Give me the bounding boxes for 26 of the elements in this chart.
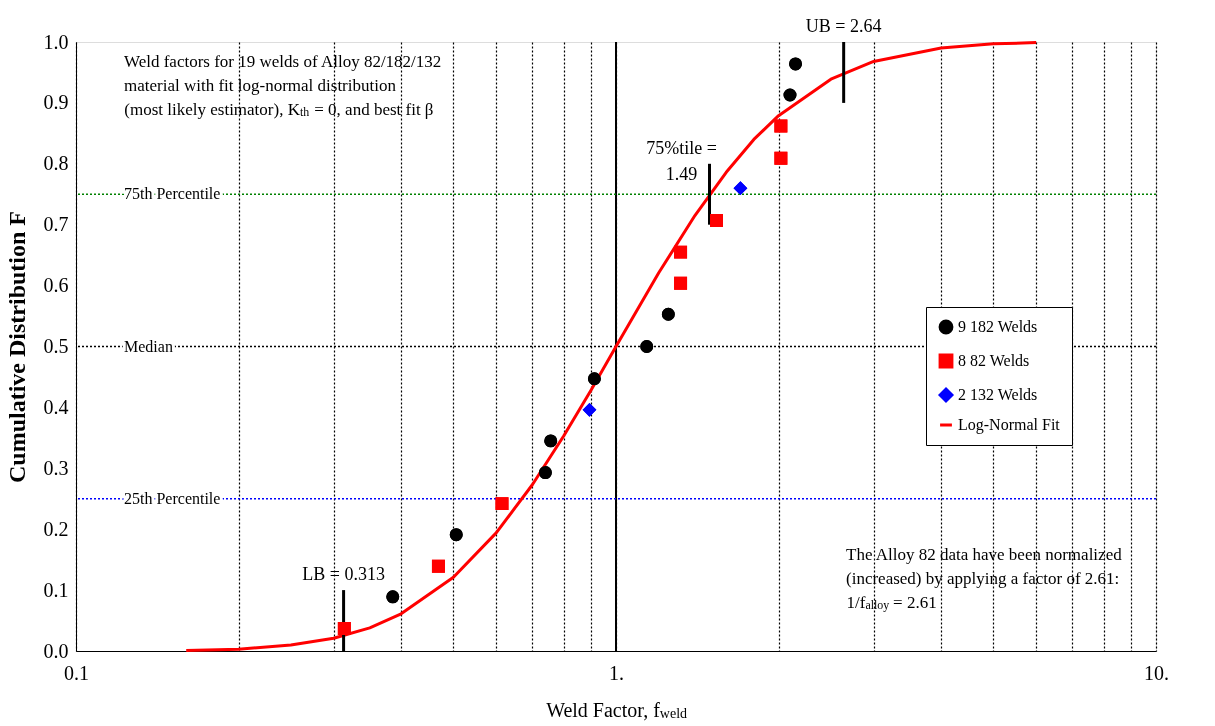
x-axis-title: Weld Factor, fweld: [546, 699, 688, 722]
y-tick-label: 0.8: [43, 152, 69, 175]
x-tick-label: 10.: [1144, 661, 1169, 684]
legend-label: Log-Normal Fit: [958, 416, 1061, 434]
y-tick-label: 0.0: [43, 639, 69, 662]
legend-label: 8 82 Welds: [958, 352, 1030, 369]
ref-line-label: Median: [124, 337, 173, 355]
y-tick-label: 1.0: [43, 30, 69, 53]
legend-label: 9 182 Welds: [958, 318, 1038, 335]
legend-label: 2 132 Welds: [958, 386, 1038, 403]
y-tick-label: 0.2: [43, 517, 69, 540]
y-tick-label: 0.5: [43, 335, 69, 357]
y-tick-label: 0.7: [43, 213, 69, 236]
annotation: UB = 2.64: [805, 16, 882, 36]
y-axis-title: Cumulative Distribution F: [3, 210, 30, 484]
y-tick-label: 0.1: [43, 578, 69, 601]
ref-line-label: 75th Percentile: [124, 185, 221, 203]
annotation: 75%tile = 1.49: [646, 137, 717, 184]
y-tick-label: 0.4: [43, 395, 69, 418]
annotation: The Alloy 82 data have been normalized (increased) by applying a factor of 2.61: 1/falloy = 2.61: [846, 545, 1123, 613]
ref-line-label: 25th Percentile: [124, 489, 221, 507]
y-tick-label: 0.9: [43, 91, 69, 114]
y-tick-label: 0.6: [43, 274, 69, 297]
x-tick-label: 0.1: [64, 661, 89, 684]
x-tick-label: 1.: [609, 661, 624, 684]
y-tick-label: 0.3: [43, 456, 69, 479]
